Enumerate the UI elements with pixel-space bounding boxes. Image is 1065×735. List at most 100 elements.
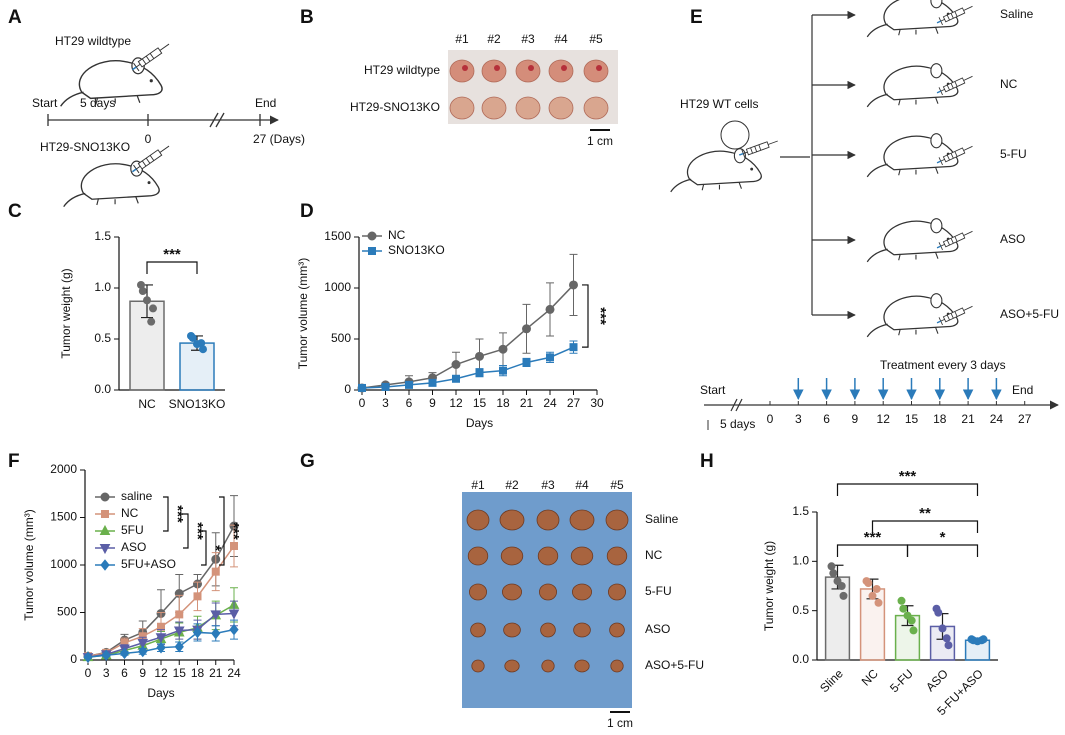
mouse-icon [866, 62, 959, 108]
mouse-icon [866, 132, 959, 178]
tumor [500, 546, 524, 566]
group-label: NC [1000, 77, 1018, 91]
legend-marker [367, 231, 377, 241]
scale-label: 1 cm [587, 134, 613, 148]
y-tick-label: 500 [331, 331, 351, 345]
group-label: HT29-SNO13KO [40, 140, 130, 154]
tumor [504, 659, 520, 673]
marker [475, 368, 484, 377]
marker [569, 343, 578, 352]
marker [475, 351, 484, 361]
timeline-label: 0 [145, 132, 152, 146]
legend-label: NC [388, 228, 406, 242]
marker [211, 567, 220, 576]
day-label: 0 [767, 412, 774, 426]
group-label: HT29 wildtype [55, 34, 131, 48]
row-label: HT29 wildtype [364, 63, 440, 77]
x-tick-label: 24 [543, 396, 557, 410]
significance-bracket [163, 496, 169, 532]
x-tick-label: 3 [103, 666, 110, 680]
panel-label: A [8, 7, 22, 28]
x-tick-label: 18 [191, 666, 205, 680]
y-axis-label: Tumor weight (g) [762, 541, 776, 631]
y-tick-label: 1000 [50, 557, 77, 571]
x-tick-label: 12 [449, 396, 463, 410]
marker [211, 627, 221, 640]
significance-bracket [906, 544, 979, 557]
panel-label: H [700, 451, 714, 472]
data-point [829, 569, 838, 578]
tumor [481, 59, 507, 83]
x-tick-label: 30 [590, 396, 604, 410]
data-point [874, 598, 883, 607]
tumor [605, 509, 629, 531]
y-tick-label: 0.5 [792, 603, 809, 617]
significance-bracket [146, 261, 198, 274]
y-tick-label: 1000 [324, 280, 351, 294]
significance-label: ** [919, 505, 931, 522]
marker [137, 638, 149, 649]
tumor [515, 59, 541, 83]
tumor-spot [528, 65, 534, 71]
marker [119, 647, 130, 660]
y-tick-label: 0 [344, 382, 351, 396]
tumor [548, 59, 574, 83]
tumor [548, 96, 574, 120]
tumor [539, 583, 558, 601]
treatment-label: Treatment every 3 days [880, 358, 1006, 372]
tumor [573, 622, 591, 638]
column-label: #1 [471, 478, 485, 492]
panel-label: C [8, 201, 22, 222]
legend-label: saline [121, 489, 153, 503]
data-point [149, 304, 157, 313]
x-tick-label: 3 [382, 396, 389, 410]
x-tick-label: Sline [817, 666, 846, 695]
data-point [864, 579, 873, 588]
legend-label: ASO [121, 540, 146, 554]
y-tick-label: 1.5 [792, 504, 809, 518]
timeline-label: 27 (Days) [253, 132, 305, 146]
tumor [471, 659, 485, 673]
tumor-spot [561, 65, 567, 71]
column-label: #4 [575, 478, 589, 492]
x-tick-label: 5-FU [887, 666, 916, 695]
marker [175, 610, 184, 619]
y-axis-label: Tumor volume (mm³) [22, 509, 36, 621]
day-label: 18 [933, 412, 947, 426]
x-tick-label: 24 [227, 666, 241, 680]
marker [229, 623, 239, 636]
marker [358, 383, 366, 392]
column-label: #5 [589, 32, 603, 46]
day-label: 12 [877, 412, 891, 426]
significance-bracket [871, 520, 979, 533]
marker [522, 324, 531, 334]
data-point [147, 317, 156, 326]
column-label: #1 [455, 32, 469, 46]
day-label: 6 [823, 412, 830, 426]
data-point [138, 287, 147, 296]
marker [192, 626, 203, 639]
x-tick-label: ASO [923, 666, 951, 694]
tumor [481, 96, 507, 120]
legend-marker [100, 492, 110, 502]
legend-label: 5FU+ASO [121, 557, 176, 571]
x-tick-label: 15 [473, 396, 487, 410]
data-point [143, 296, 151, 305]
x-tick-label: 9 [139, 666, 146, 680]
x-tick-label: 18 [496, 396, 510, 410]
x-tick-label: 6 [406, 396, 413, 410]
y-tick-label: 0 [70, 652, 77, 666]
group-label: Saline [1000, 7, 1034, 21]
y-tick-label: 2000 [50, 462, 77, 476]
marker [138, 645, 148, 658]
tumor [606, 546, 628, 566]
significance-bracket [183, 513, 189, 549]
tumor [499, 509, 525, 531]
marker [173, 626, 185, 637]
tumor [466, 509, 490, 531]
marker [381, 382, 390, 391]
data-point [938, 624, 947, 633]
column-label: #2 [487, 32, 501, 46]
tumor-spot [494, 65, 500, 71]
data-point [942, 634, 951, 643]
